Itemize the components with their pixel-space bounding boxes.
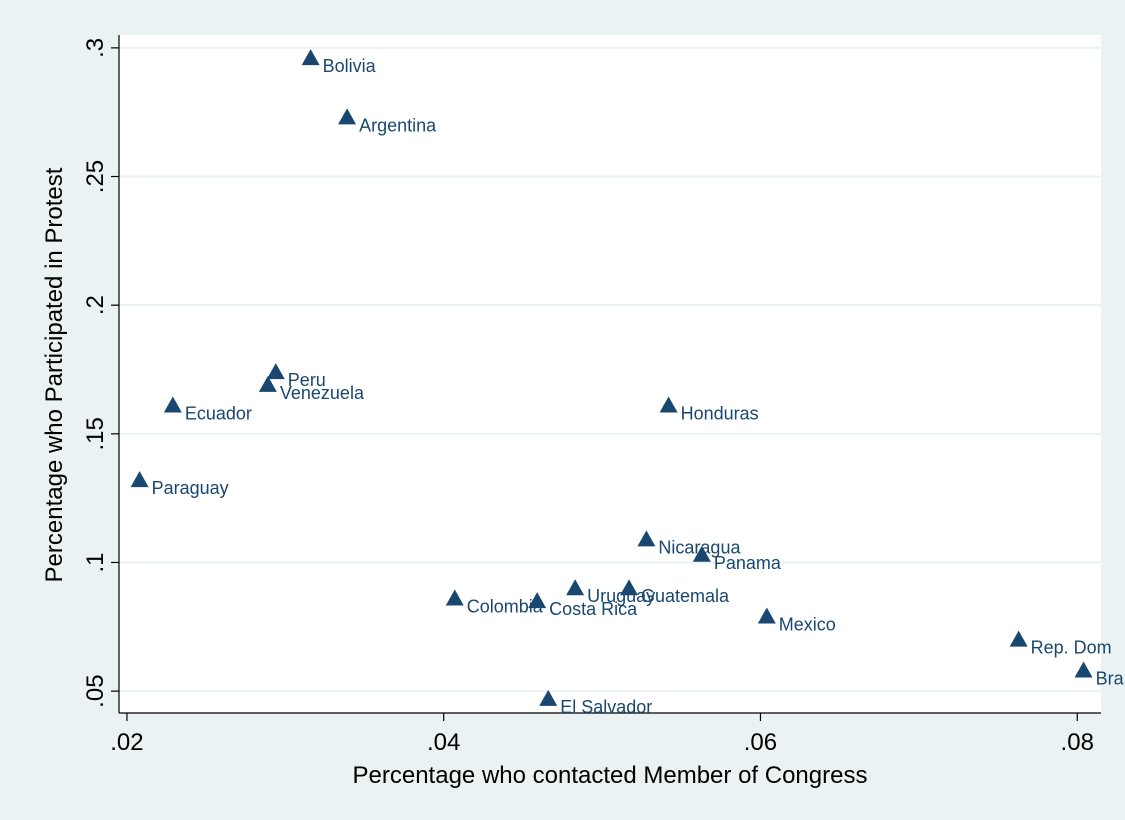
data-point-label: Panama: [714, 553, 782, 573]
data-point-marker: [757, 607, 776, 624]
y-tick-label: .25: [82, 160, 109, 193]
data-point-label: Bra: [1096, 669, 1125, 689]
data-point-label: Costa Rica: [549, 599, 638, 619]
x-tick-label: .02: [110, 729, 143, 756]
data-point-label: Venezuela: [280, 383, 365, 403]
y-axis-label: Percentage who Participated in Protest: [41, 167, 68, 582]
data-point-marker: [130, 471, 149, 488]
data-point-marker: [1009, 630, 1028, 647]
y-tick-label: .3: [82, 38, 109, 58]
data-point-marker: [692, 545, 711, 562]
data-point-label: Guatemala: [641, 586, 730, 606]
data-point-marker: [1074, 661, 1093, 678]
y-tick-label: .15: [82, 417, 109, 450]
x-tick-label: .04: [427, 729, 460, 756]
data-point-marker: [338, 108, 357, 125]
y-tick-label: .05: [82, 674, 109, 707]
data-point-label: Nicaragua: [658, 537, 741, 557]
data-point-marker: [566, 579, 585, 596]
grid-lines: [119, 46, 1101, 693]
data-point-label: Honduras: [681, 404, 759, 424]
data-point-marker: [258, 375, 277, 392]
x-tick-label: .08: [1061, 729, 1094, 756]
data-point-label: Uruguay: [587, 586, 655, 606]
y-tick-label: .2: [82, 295, 109, 315]
data-point-label: Ecuador: [185, 404, 252, 424]
data-point-marker: [637, 530, 656, 547]
plot-area: [119, 35, 1101, 713]
data-point-marker: [659, 396, 678, 413]
data-point-marker: [266, 363, 285, 380]
data-point-marker: [445, 589, 464, 606]
data-point-marker: [163, 396, 182, 413]
data-point-marker: [539, 689, 558, 706]
data-point-label: Paraguay: [152, 478, 229, 498]
y-tick-label: .1: [82, 552, 109, 572]
axes: .05 .1 .15 .2 .25 .3 .02 .04 .06 .08: [82, 35, 1101, 756]
data-point-marker: [301, 49, 320, 66]
data-point-label: El Salvador: [560, 697, 652, 717]
data-point-marker: [620, 579, 639, 596]
data-point-label: Bolivia: [323, 56, 377, 76]
data-point-marker: [528, 592, 547, 609]
x-axis-label: Percentage who contacted Member of Congr…: [353, 762, 868, 789]
data-point-label: Rep. Dom: [1031, 638, 1112, 658]
data-point-label: Colombia: [467, 596, 544, 616]
data-point-label: Peru: [288, 370, 326, 390]
x-tick-label: .06: [744, 729, 777, 756]
data-point-label: Argentina: [359, 115, 437, 135]
data-point-label: Mexico: [779, 615, 836, 635]
